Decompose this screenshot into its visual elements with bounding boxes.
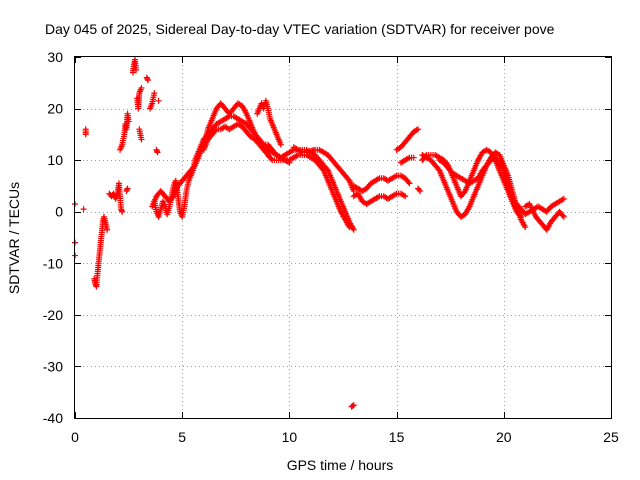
y-tick-label: -40 [43,410,63,426]
data-point [119,208,126,215]
data-point [435,166,442,173]
tick-labels: 0 5 10 15 20 25 -40 -30 -20 -10 0 10 20 30 [43,49,619,445]
x-tick-label: 0 [71,429,79,445]
data-point [559,212,566,219]
series-arc_g [350,190,409,207]
chart-title: Day 045 of 2025, Sidereal Day-to-day VTE… [45,21,555,37]
y-tick-label: -30 [43,358,63,374]
data-point [410,154,417,161]
data-point [268,155,275,162]
x-tick-label: 25 [603,429,619,445]
data-point [560,195,567,202]
data-point [405,179,412,186]
series-arc_d [254,97,284,148]
series-arc_f [350,172,413,195]
data-point [138,84,145,91]
data-point [560,213,567,220]
series-arc_e [290,144,357,195]
data-point [350,402,357,409]
y-tick-label: -20 [43,307,63,323]
series-arc_early_a [72,126,89,259]
x-tick-label: 15 [389,429,405,445]
data-point [522,224,529,231]
y-tick-label: 10 [47,152,63,168]
data-point [350,188,357,195]
series-outlier [348,402,357,410]
data-point [345,176,352,183]
data-point [169,194,176,201]
series-arc_k [436,154,520,213]
data-point [155,97,162,104]
data-point [350,226,357,233]
data-point [144,77,151,84]
data-point [154,149,161,156]
data-point [461,189,468,196]
y-tick-label: 30 [47,49,63,65]
y-tick-label: 20 [47,101,63,117]
data-point [124,185,131,192]
data-point [151,90,158,97]
data-point [277,141,284,148]
data-point [190,163,197,170]
series-arc_l [513,195,567,233]
x-tick-label: 5 [178,429,186,445]
data-point [212,127,219,134]
data-point [80,206,87,213]
series-arc_early_d [129,56,162,156]
data-point [349,402,356,409]
x-axis-label: GPS time / hours [287,457,394,473]
data-point [125,118,132,125]
data-point [417,188,424,195]
plot-frame [74,56,612,419]
x-tick-label: 10 [282,429,298,445]
y-tick-label: 0 [55,204,63,220]
y-tick-label: -10 [43,255,63,271]
series-arc_early_c [106,110,132,215]
data-point [415,126,422,133]
data-points [72,56,567,410]
data-point [133,66,140,73]
data-point [138,136,145,143]
series-arc_c [200,121,293,166]
series-arc_h [393,126,422,166]
series-arc_early_b [91,213,111,290]
data-point [406,180,413,187]
data-point [286,159,293,166]
x-tick-label: 20 [496,429,512,445]
data-point [416,186,423,193]
data-point [82,126,89,133]
data-point [402,193,409,200]
data-point [323,166,330,173]
y-axis-label: SDTVAR / TECUs [6,182,22,294]
data-point [104,226,111,233]
